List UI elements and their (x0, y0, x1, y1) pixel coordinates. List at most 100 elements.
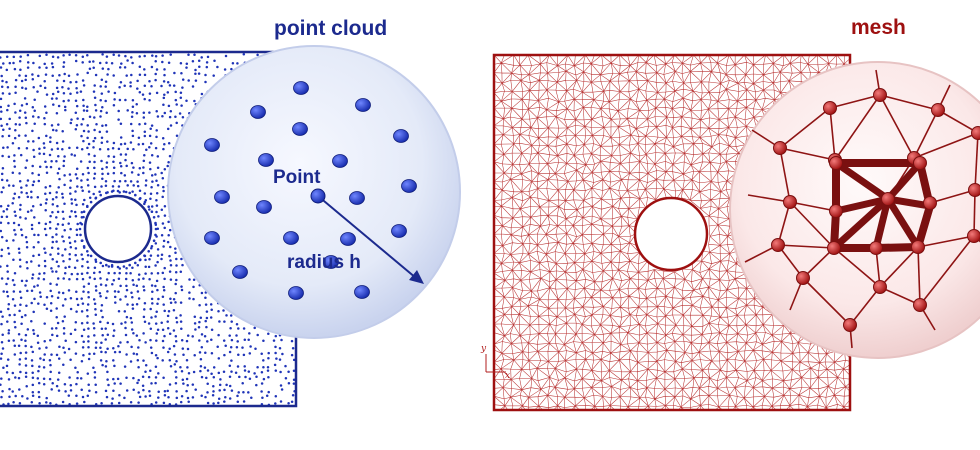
cloud-point (99, 359, 103, 362)
cloud-point (230, 370, 233, 373)
cloud-point (0, 341, 4, 344)
cloud-point (13, 228, 16, 232)
cloud-point (274, 402, 277, 405)
cloud-point (95, 341, 98, 344)
cloud-point (26, 289, 29, 293)
cloud-point (104, 80, 108, 83)
cloud-point (151, 54, 154, 57)
cloud-point (7, 252, 11, 255)
cloud-point (49, 363, 52, 367)
cloud-point (148, 394, 152, 398)
cloud-point (20, 104, 24, 107)
cloud-point (142, 166, 145, 169)
cloud-point (93, 376, 97, 379)
cloud-point (113, 91, 117, 95)
cloud-point (156, 248, 160, 251)
cloud-point (38, 152, 41, 155)
cloud-point (267, 376, 270, 379)
central-edge (884, 195, 922, 251)
cloud-point (49, 339, 52, 342)
cloud-point (106, 172, 110, 175)
cloud-point (248, 377, 252, 381)
cloud-point (67, 347, 71, 351)
cloud-point (130, 321, 134, 324)
cloud-point (262, 339, 265, 342)
cloud-point (243, 365, 246, 368)
cloud-point (129, 122, 133, 126)
cloud-point (136, 290, 140, 293)
cloud-point (193, 99, 196, 103)
cloud-point (92, 366, 95, 369)
cloud-point (112, 74, 115, 77)
mesh-title: mesh (851, 16, 906, 39)
cloud-point (43, 105, 47, 108)
cloud-point (18, 179, 22, 183)
cloud-point (131, 105, 135, 109)
cloud-point (118, 271, 121, 275)
cloud-point (8, 117, 11, 121)
cloud-point (8, 387, 11, 391)
cloud-point (174, 382, 178, 385)
cloud-point (265, 394, 269, 397)
cloud-point (126, 109, 129, 112)
cloud-point (76, 370, 79, 374)
cloud-point (73, 266, 77, 269)
cloud-point (174, 282, 177, 286)
cloud-point (11, 201, 14, 205)
cloud-point (43, 353, 46, 356)
hole-point (79, 233, 82, 237)
cloud-point (123, 84, 126, 87)
cloud-point (210, 328, 214, 332)
cloud-point (124, 326, 127, 330)
cloud-point (70, 153, 73, 156)
cloud-point (73, 154, 77, 157)
zoom-edge (913, 109, 939, 159)
cloud-point (149, 197, 152, 200)
cloud-point (209, 303, 213, 306)
mesh-node (923, 196, 937, 210)
cloud-point (179, 301, 183, 304)
cloud-point (149, 346, 153, 349)
cloud-point (206, 382, 209, 386)
cloud-point (2, 62, 5, 65)
cloud-point (148, 111, 151, 114)
cloud-point (143, 153, 146, 157)
cloud-point (104, 99, 107, 103)
cloud-point (229, 327, 232, 330)
cloud-point (86, 266, 90, 269)
cloud-point (124, 179, 127, 183)
cloud-point (33, 285, 36, 288)
cloud-point (119, 136, 123, 139)
cloud-point (291, 347, 295, 350)
cloud-point (87, 171, 90, 175)
hole-point (143, 254, 147, 258)
cloud-point (168, 383, 172, 386)
cloud-point (136, 359, 140, 362)
cloud-point (101, 106, 104, 109)
cloud-point (154, 354, 158, 357)
cloud-point (18, 208, 22, 211)
cloud-point (150, 316, 153, 319)
cloud-point (212, 385, 215, 388)
cloud-point (32, 254, 35, 258)
cloud-point (43, 117, 46, 120)
cloud-point (230, 389, 234, 392)
cloud-point (148, 278, 151, 281)
cloud-point (99, 295, 102, 298)
cloud-point (55, 283, 59, 286)
cloud-point (169, 259, 172, 262)
point-cloud-zoom: Point radius h (167, 45, 461, 339)
cloud-point (7, 339, 11, 342)
cloud-point (74, 99, 78, 103)
zoom-point (355, 98, 371, 112)
cloud-point (117, 310, 121, 313)
cloud-point (32, 85, 35, 89)
cloud-point (130, 115, 134, 118)
cloud-point (206, 340, 209, 343)
cloud-point (100, 159, 103, 163)
cloud-point (175, 121, 178, 125)
cloud-point (105, 161, 109, 164)
cloud-point (80, 360, 84, 363)
cloud-point (61, 235, 64, 238)
cloud-point (212, 74, 215, 77)
